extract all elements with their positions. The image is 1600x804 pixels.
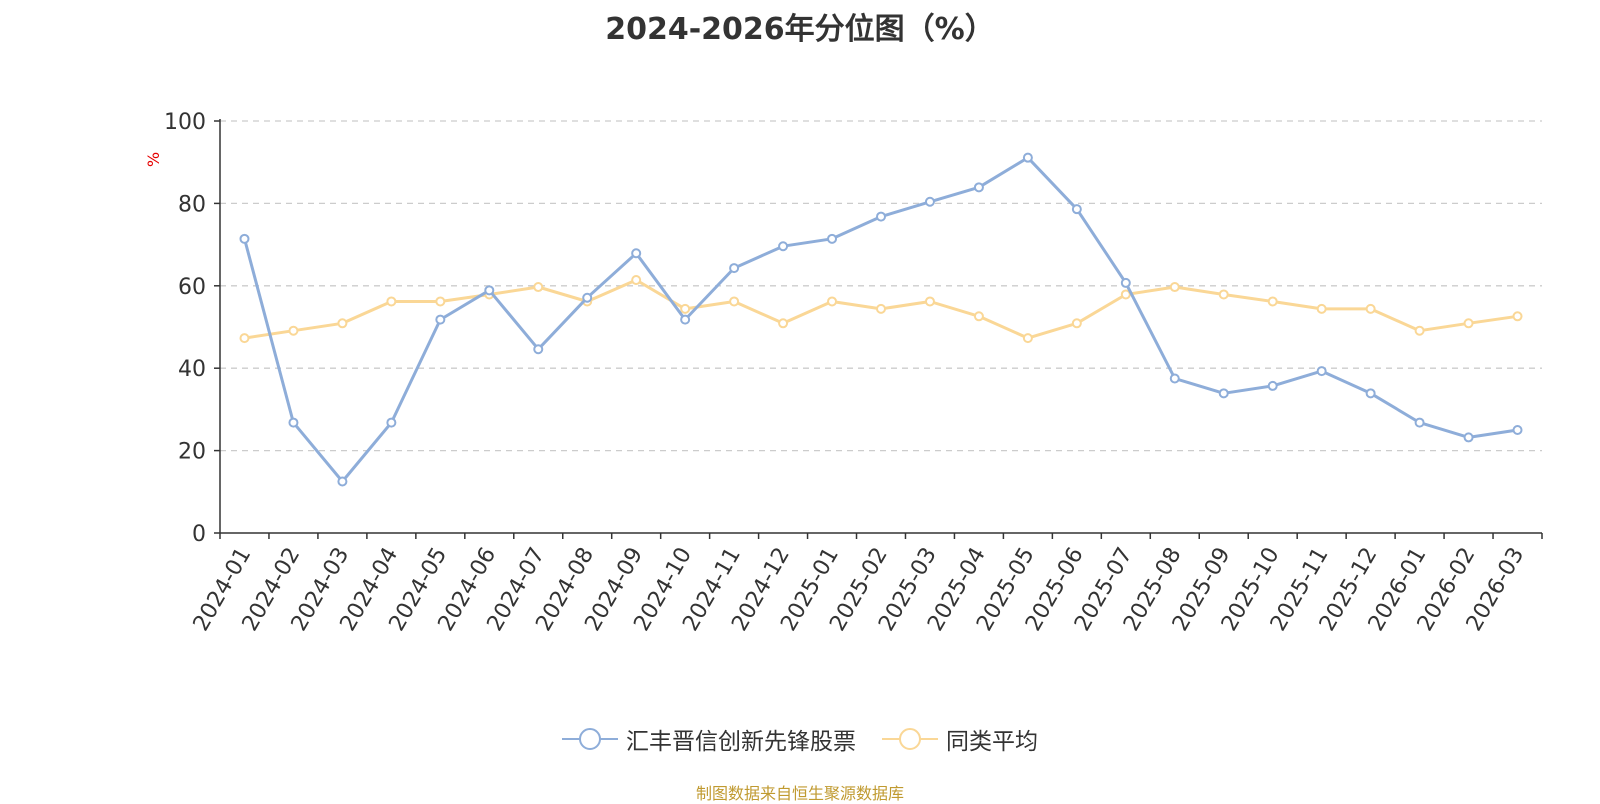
data-point-s1-3 [386,296,397,307]
data-point-s0-25 [1463,432,1474,443]
data-point-s1-9 [680,303,691,314]
y-tick-label-20: 20 [178,440,206,465]
data-point-s1-11 [778,318,789,329]
data-point-s1-21 [1267,296,1278,307]
data-point-s0-18 [1120,277,1131,288]
legend-marker-average [882,728,938,750]
legend-marker-fund [562,728,618,750]
data-point-s1-23 [1365,303,1376,314]
data-point-s0-22 [1316,366,1327,377]
y-tick-label-40: 40 [178,357,206,382]
data-point-s1-0 [239,333,250,344]
data-point-s0-13 [876,211,886,222]
data-point-s1-12 [827,296,838,307]
data-point-s0-12 [827,233,838,244]
source-note: 制图数据来自恒生聚源数据库 [695,784,904,803]
data-point-s1-6 [533,282,544,293]
data-point-s1-25 [1463,318,1474,329]
data-point-s0-15 [973,182,984,193]
data-point-s0-6 [533,344,544,355]
data-point-s0-7 [582,292,593,303]
data-point-s1-8 [631,275,642,286]
legend-item-fund[interactable]: 汇丰晋信创新先锋股票 [562,722,856,756]
data-point-s1-17 [1071,318,1082,329]
data-point-s1-26 [1512,311,1523,322]
data-point-s0-19 [1169,373,1180,384]
data-point-s0-21 [1267,380,1278,391]
data-point-s1-1 [288,325,299,336]
data-point-s0-0 [239,233,250,244]
axes: 0204060801002024-012024-022024-032024-04… [164,110,1543,635]
legend-label-fund: 汇丰晋信创新先锋股票 [626,729,856,755]
y-tick-label-0: 0 [192,522,206,547]
data-point-s0-9 [680,314,691,325]
data-point-s1-14 [924,296,935,307]
data-point-s0-17 [1071,204,1082,215]
data-point-s0-10 [729,263,740,274]
legend-label-average: 同类平均 [946,729,1038,755]
data-point-s1-22 [1316,303,1327,314]
data-point-s0-11 [778,241,789,252]
legend-item-average[interactable]: 同类平均 [882,722,1038,756]
data-point-s1-18 [1120,289,1131,300]
data-point-s0-26 [1512,425,1523,435]
data-point-s0-1 [288,417,299,428]
legend: 汇丰晋信创新先锋股票 同类平均 [0,722,1600,756]
data-point-s0-2 [337,476,348,487]
data-point-s1-19 [1169,282,1180,293]
data-point-s1-15 [973,311,984,322]
y-tick-label-100: 100 [164,110,206,135]
data-point-s0-16 [1022,152,1033,163]
series [239,152,1523,487]
data-point-s1-24 [1414,325,1425,336]
data-point-s1-10 [729,296,740,307]
y-tick-label-80: 80 [178,192,206,217]
line-chart: 0204060801002024-012024-022024-032024-04… [164,110,1543,635]
data-point-s0-14 [924,196,935,207]
data-point-s0-8 [631,248,642,259]
data-point-s0-20 [1218,388,1229,399]
data-point-s1-2 [337,318,348,329]
data-point-s0-3 [386,417,397,428]
data-point-s0-5 [484,285,495,296]
chart-title: 2024-2026年分位图（%） [605,12,995,47]
data-point-s0-23 [1365,388,1376,399]
data-point-s0-24 [1414,417,1425,428]
data-point-s1-20 [1218,289,1229,300]
data-point-s0-4 [435,314,446,325]
data-point-s1-13 [876,303,886,314]
data-point-s1-16 [1022,333,1033,344]
y-tick-label-60: 60 [178,275,206,300]
data-point-s1-4 [435,296,446,307]
grid-lines [220,120,1542,452]
